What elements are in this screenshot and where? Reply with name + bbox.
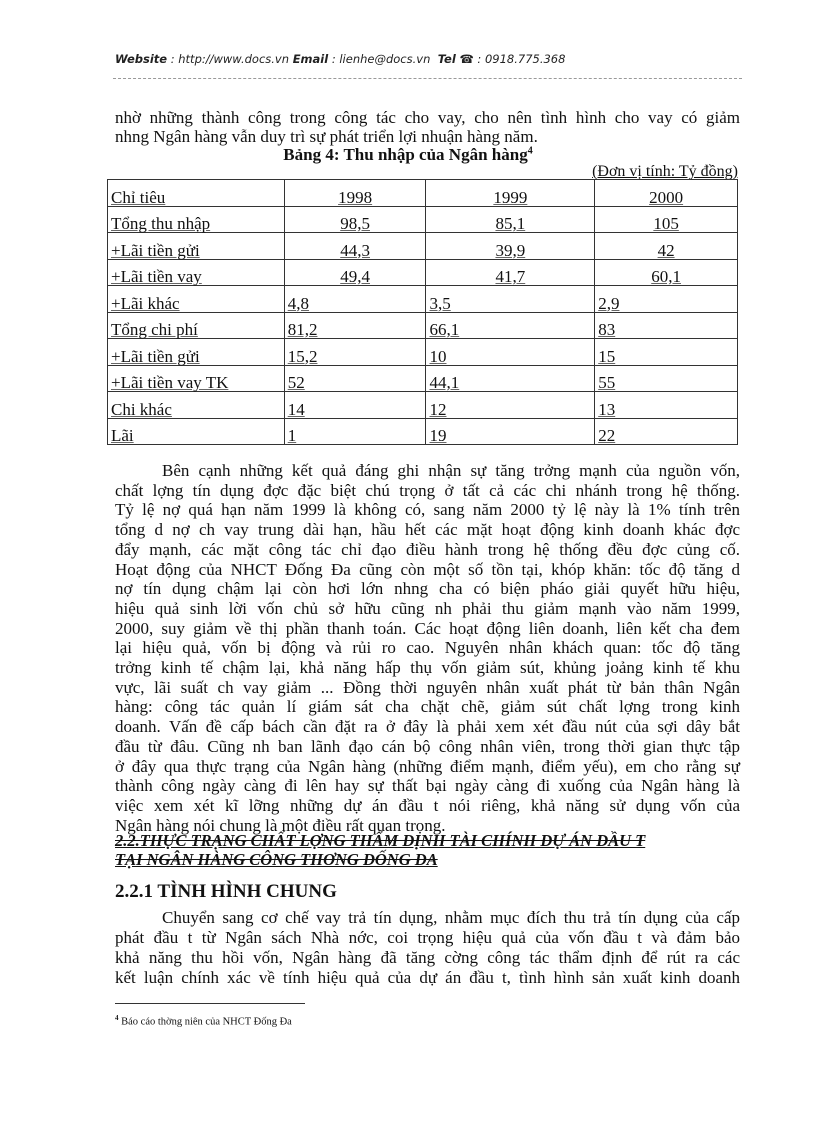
email-label: Email	[292, 52, 329, 66]
value-cell: 2000	[594, 179, 738, 207]
value-cell: 1998	[283, 179, 427, 207]
paragraph-line: hiệu quả sinh lời vốn chủ sở hữu cũng nh…	[115, 598, 740, 618]
value-cell: 13	[594, 391, 738, 419]
subsection-heading: 2.2.1 TÌNH HÌNH CHUNG	[115, 881, 337, 902]
paragraph-line: việc xem xét kĩ lỡng những dự án đầu t n…	[115, 795, 740, 815]
value-cell: 83	[594, 311, 738, 339]
tel-value: : 0918.775.368	[473, 52, 566, 66]
row-label-cell: Lãi	[107, 417, 285, 445]
table-row: +Lãi tiền vay TK 52 44,1 55	[107, 364, 738, 392]
paragraph-line: Chuyển sang cơ chế vay trả tín dụng, nhằ…	[162, 908, 740, 927]
tel-label: Tel	[437, 52, 456, 66]
value-cell: 60,1	[594, 258, 738, 286]
paragraph-line: đầu từ đâu. Cũng nh ban lãnh đạo cán bộ …	[115, 736, 740, 756]
value-cell: 39,9	[425, 232, 596, 260]
paragraph-line: phát đầu t từ Ngân sách Nhà nớc, coi trọ…	[115, 928, 740, 947]
row-label-cell: +Lãi tiền vay	[107, 258, 285, 286]
value-cell: 105	[594, 205, 738, 233]
phone-icon: ☎	[459, 52, 474, 66]
paragraph-line: Tỷ lệ nợ quá hạn năm 1999 là không có, s…	[115, 500, 740, 520]
paragraph-line: tổng d nợ ch vay trung dài hạn, hầu hết …	[115, 520, 740, 540]
value-cell: 52	[283, 364, 427, 392]
value-cell: 14	[283, 391, 427, 419]
value-cell: 15,2	[283, 338, 427, 366]
footnote-divider	[115, 1003, 305, 1004]
row-label-cell: Tổng chi phí	[107, 311, 285, 339]
paragraph-line: lại hiệu quả, vốn bị động và rủi ro cao.…	[115, 638, 740, 658]
value-cell: 85,1	[425, 205, 596, 233]
paragraph-line: hàng: công tác quản lí giám sát cha chặt…	[115, 697, 740, 717]
value-cell: 44,3	[283, 232, 427, 260]
footnote-ref: 4	[527, 145, 533, 157]
value-cell: 55	[594, 364, 738, 392]
value-cell: 42	[594, 232, 738, 260]
header-divider	[113, 78, 742, 79]
paragraph-line: vực, lãi suất ch vay giảm ... Đồng thời …	[115, 677, 740, 697]
paragraph-line: Bên cạnh những kết quả đáng ghi nhận sự …	[162, 461, 740, 480]
row-label-cell: Chi khác	[107, 391, 285, 419]
section-heading: TẠI NGÂN HÀNG CÔNG THƠNG ĐỐNG ĐA	[115, 850, 438, 869]
value-cell: 12	[425, 391, 596, 419]
value-cell: 10	[425, 338, 596, 366]
table-row: Tổng thu nhập 98,5 85,1 105	[107, 205, 738, 233]
paragraph-line: Ngân hàng nói chung là một điều rất quan…	[115, 815, 446, 835]
table-header-row: Chỉ tiêu 1998 1999 2000	[107, 179, 738, 207]
paragraph-line: 2000, suy giảm về thị phần thanh toán. C…	[115, 618, 740, 638]
income-table: Chỉ tiêu 1998 1999 2000 Tổng thu nhập 98,5 85,…	[107, 179, 738, 445]
table-row: +Lãi tiền gửi 15,2 10 15	[107, 338, 738, 366]
value-cell: 2,9	[594, 285, 738, 313]
intro-line: nhng Ngân hàng vẫn duy trì sự phát triển…	[115, 127, 538, 146]
row-label-cell: +Lãi tiền gửi	[107, 338, 285, 366]
row-label-cell: +Lãi tiền gửi	[107, 232, 285, 260]
paragraph-line: trởng kinh tế chậm lại, khả năng hấp thụ…	[115, 658, 740, 677]
value-cell: 19	[425, 417, 596, 445]
row-label-cell: Chỉ tiêu	[107, 179, 285, 207]
value-cell: 1	[283, 417, 427, 445]
table-unit: (Đơn vị tính: Tỷ đồng)	[592, 163, 738, 180]
website-label: Website	[115, 52, 168, 66]
paragraph-line: ở đây qua thực trạng của Ngân hàng (nhữn…	[115, 756, 740, 776]
paragraph-line: Hoạt động của NHCT Đống Đa cũng còn một …	[115, 559, 740, 579]
table-row: Lãi 1 19 22	[107, 417, 738, 445]
value-cell: 4,8	[283, 285, 427, 313]
value-cell: 81,2	[283, 311, 427, 339]
section-heading: 2.2.THỰC TRẠNG CHẤT LỢNG THẨM ĐỊNH TÀI C…	[115, 831, 646, 850]
table-title: Bảng 4: Thu nhập của Ngân hàng4	[0, 145, 816, 165]
table-row: Chi khác 14 12 13	[107, 391, 738, 419]
value-cell: 1999	[425, 179, 596, 207]
value-cell: 22	[594, 417, 738, 445]
email-link[interactable]: : lienhe@docs.vn	[328, 52, 435, 66]
value-cell: 41,7	[425, 258, 596, 286]
footnote: 4 Báo cáo thờng niên của NHCT Đống Đa	[115, 1014, 292, 1028]
value-cell: 15	[594, 338, 738, 366]
table-row: +Lãi tiền vay 49,4 41,7 60,1	[107, 258, 738, 286]
value-cell: 66,1	[425, 311, 596, 339]
value-cell: 49,4	[283, 258, 427, 286]
page-header: Website : http://www.docs.vn Email : lie…	[115, 52, 565, 66]
paragraph-line: chất lợng tín dụng đợc đặc biệt chú trọn…	[115, 480, 740, 500]
row-label-cell: Tổng thu nhập	[107, 205, 285, 233]
paragraph-line: thành công ngày càng đi lên hay sự thất …	[115, 776, 740, 796]
table-row: Tổng chi phí 81,2 66,1 83	[107, 311, 738, 339]
paragraph-line: doanh. Vấn đề cấp bách cần đặt ra ở đây …	[115, 717, 740, 737]
table-title-text: Bảng 4: Thu nhập của Ngân hàng	[283, 145, 528, 164]
paragraph-line: kết luận chính xác về tính hiệu quả của …	[115, 968, 740, 987]
paragraph-line: đẩy mạnh, các mặt công tác chỉ đạo điều …	[115, 539, 740, 559]
paragraph-line: nợ tín dụng chậm lại còn hơi lớn nhng ch…	[115, 579, 740, 599]
table-row: +Lãi tiền gửi 44,3 39,9 42	[107, 232, 738, 260]
row-label-cell: +Lãi khác	[107, 285, 285, 313]
value-cell: 3,5	[425, 285, 596, 313]
table-row: +Lãi khác 4,8 3,5 2,9	[107, 285, 738, 313]
intro-line: nhờ những thành công trong công tác cho …	[115, 108, 740, 127]
paragraph-line: khả năng thu hồi vốn, Ngân hàng đã tăng …	[115, 948, 740, 967]
value-cell: 44,1	[425, 364, 596, 392]
value-cell: 98,5	[283, 205, 427, 233]
footnote-number: 4	[115, 1014, 119, 1022]
footnote-text: Báo cáo thờng niên của NHCT Đống Đa	[118, 1016, 292, 1028]
website-link[interactable]: : http://www.docs.vn	[167, 52, 293, 66]
row-label-cell: +Lãi tiền vay TK	[107, 364, 285, 392]
